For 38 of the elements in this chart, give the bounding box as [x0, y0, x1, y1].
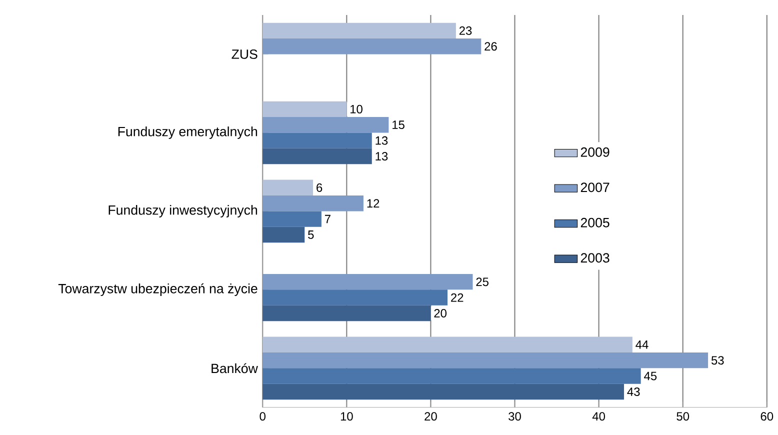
data-label: 10 — [350, 104, 362, 114]
data-label: 43 — [627, 387, 640, 396]
x-tick-label: 20 — [424, 412, 437, 420]
data-label: 26 — [484, 42, 497, 50]
data-label: 13 — [376, 152, 388, 160]
data-label: 25 — [476, 277, 488, 286]
data-label: 53 — [711, 356, 724, 364]
data-label: 13 — [376, 136, 388, 145]
data-label: 12 — [367, 198, 380, 208]
bar — [262, 305, 431, 321]
legend-label: 2009 — [580, 147, 610, 157]
y-tick-label: Towarzystw ubezpieczeń na życie — [58, 283, 258, 296]
legend-label: 2005 — [580, 218, 610, 228]
x-tick-label: 10 — [340, 412, 353, 420]
data-label: 15 — [392, 120, 404, 129]
bar — [262, 352, 708, 368]
bar — [262, 226, 305, 242]
data-label: 23 — [459, 26, 472, 35]
x-tick-label: 50 — [676, 412, 690, 420]
data-label: 22 — [451, 293, 464, 302]
data-label: 5 — [308, 230, 314, 239]
legend-label: 2007 — [580, 182, 610, 192]
y-tick-label: ZUS — [232, 49, 258, 59]
data-label: 20 — [434, 308, 447, 318]
legend-label: 2003 — [580, 252, 610, 262]
x-tick-label: 0 — [260, 412, 266, 420]
bar — [262, 101, 347, 117]
data-label: 6 — [316, 183, 322, 192]
data-label: 7 — [324, 214, 330, 223]
y-tick-label: Funduszy inwestycyjnych — [108, 204, 258, 218]
y-tick-label: Funduszy emerytalnych — [118, 126, 258, 139]
x-tick-label: 30 — [508, 412, 521, 420]
data-label: 44 — [636, 340, 648, 349]
x-tick-label: 40 — [592, 412, 606, 420]
y-tick-label: Banków — [212, 363, 258, 373]
x-tick-label: 60 — [760, 412, 774, 420]
bar — [262, 38, 482, 54]
data-label: 45 — [644, 372, 657, 380]
